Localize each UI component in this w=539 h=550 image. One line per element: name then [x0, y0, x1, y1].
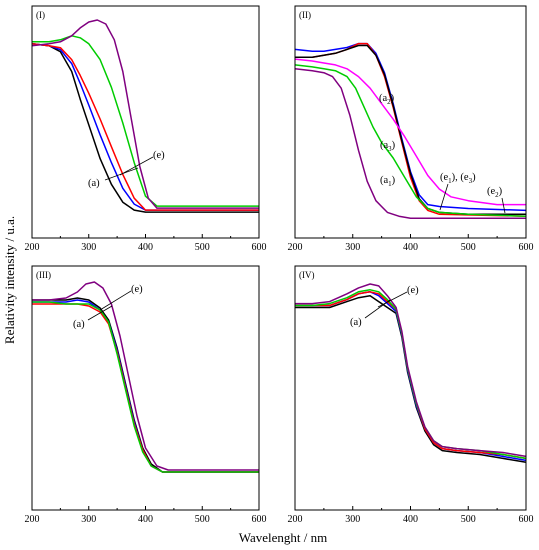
panel-3: 200 300 400 500 600 (III) (a) (e) — [25, 265, 267, 525]
x-tick-label: 400 — [138, 242, 153, 253]
x-tick-label: 400 — [403, 514, 418, 525]
x-tick-label: 500 — [195, 242, 210, 253]
series-line — [294, 58, 526, 206]
series-line — [294, 42, 527, 212]
panel-label: (I) — [36, 10, 45, 20]
annotation-label: (a2) — [379, 93, 395, 106]
x-tick-label: 500 — [461, 514, 476, 525]
annotation-label: (e) — [407, 285, 419, 296]
panel-label: (II) — [299, 10, 311, 20]
annotation-label: (e2) — [487, 186, 503, 199]
series-line — [294, 64, 527, 217]
x-axis-title: Wavelenght / nm — [239, 530, 328, 545]
x-tick-label: 200 — [25, 514, 40, 525]
y-axis-title: Relativity intensity / u.a. — [2, 216, 17, 344]
panel-2: 200 300 400 500 600 (II) (a2) (a3) (a1) (e1), (e3… — [288, 5, 534, 253]
x-tick-label: 600 — [519, 242, 534, 253]
series-line — [31, 19, 259, 209]
series-line — [31, 43, 259, 213]
x-tick-label: 400 — [403, 242, 418, 253]
x-tick-label: 500 — [461, 242, 476, 253]
x-tick-label: 600 — [252, 514, 267, 525]
series-line — [32, 281, 259, 471]
panel-label: (III) — [36, 270, 51, 280]
annotation-label: (a1) — [380, 175, 396, 188]
x-tick-label: 600 — [252, 242, 267, 253]
annotation-label: (a) — [88, 178, 100, 189]
panel-1: 200 300 400 500 600 (I) (a) (e) — [25, 5, 267, 253]
annotation-label: (a) — [73, 319, 85, 330]
x-tick-label: 200 — [288, 514, 303, 525]
annotation-label: (e) — [131, 284, 143, 295]
x-tick-label: 500 — [195, 514, 210, 525]
series-line — [295, 283, 527, 458]
x-tick-label: 300 — [345, 514, 360, 525]
series-line — [31, 43, 259, 211]
x-tick-label: 600 — [519, 514, 534, 525]
annotation-leader — [501, 197, 506, 214]
annotation-label: (e) — [153, 150, 165, 161]
x-tick-label: 200 — [288, 242, 303, 253]
annotation-leader — [377, 291, 408, 308]
x-tick-label: 300 — [81, 514, 96, 525]
series-line — [32, 301, 259, 473]
series-line — [32, 35, 259, 207]
annotation-label: (e1), (e3) — [440, 172, 476, 185]
x-tick-label: 300 — [81, 242, 96, 253]
x-tick-label: 200 — [25, 242, 40, 253]
x-tick-label: 300 — [345, 242, 360, 253]
annotation-leader — [119, 156, 154, 176]
annotation-label: (a) — [350, 317, 362, 328]
panel-4: 200 300 400 500 600 (IV) (a) (e) — [288, 265, 534, 525]
x-tick-label: 400 — [138, 514, 153, 525]
panel-label: (IV) — [299, 270, 315, 280]
series-line — [31, 43, 259, 211]
series-line — [294, 68, 526, 219]
annotation-leader — [87, 305, 113, 321]
annotation-label: (a3) — [380, 140, 396, 153]
annotation-leader — [99, 290, 132, 311]
annotation-leader — [439, 183, 449, 211]
